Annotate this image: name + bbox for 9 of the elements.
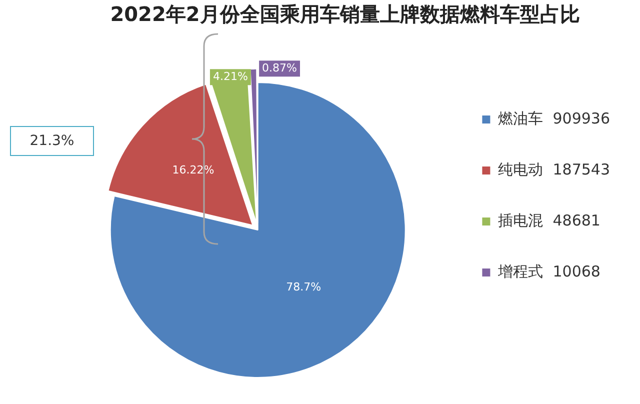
text: 21.3% [10,126,94,156]
data-label: 4.21% [212,70,248,83]
data-label: 0.87% [262,61,298,74]
data-label: 78.7% [286,280,322,294]
legend-label: 纯电动 187543 [498,160,610,178]
chart-title: 2022年2月份全国乘用车销量上牌数据燃料车型占比 [110,2,580,26]
legend-label: 插电混 48681 [498,211,600,230]
legend-label: 增程式 10068 [497,262,600,280]
legend-label: 燃油车 909936 [498,109,610,128]
